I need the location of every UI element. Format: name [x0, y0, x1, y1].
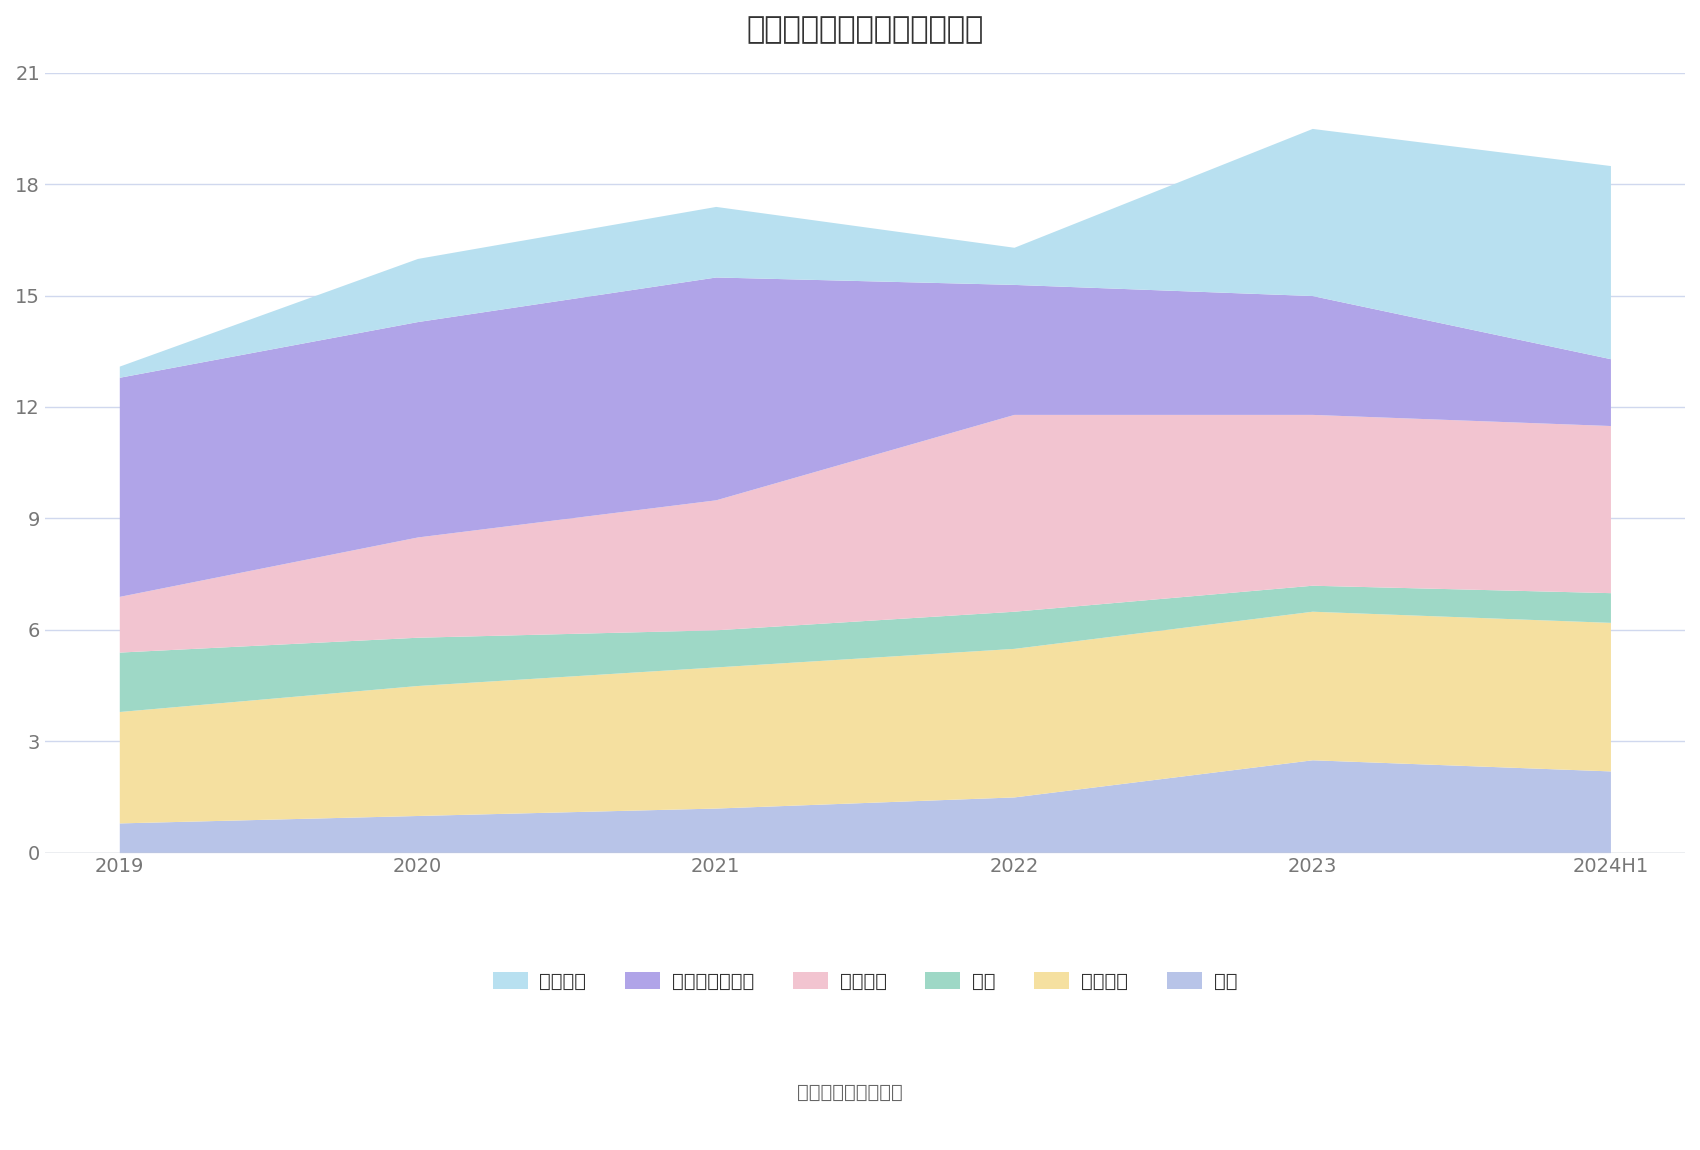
Legend: 货币资金, 交易性金融资产, 应收账款, 存货, 固定资产, 其它: 货币资金, 交易性金融资产, 应收账款, 存货, 固定资产, 其它	[484, 964, 1244, 999]
Text: 数据来源：恒生聚源: 数据来源：恒生聚源	[797, 1083, 903, 1102]
Title: 历年主要资产堆积图（亿元）: 历年主要资产堆积图（亿元）	[746, 15, 984, 44]
